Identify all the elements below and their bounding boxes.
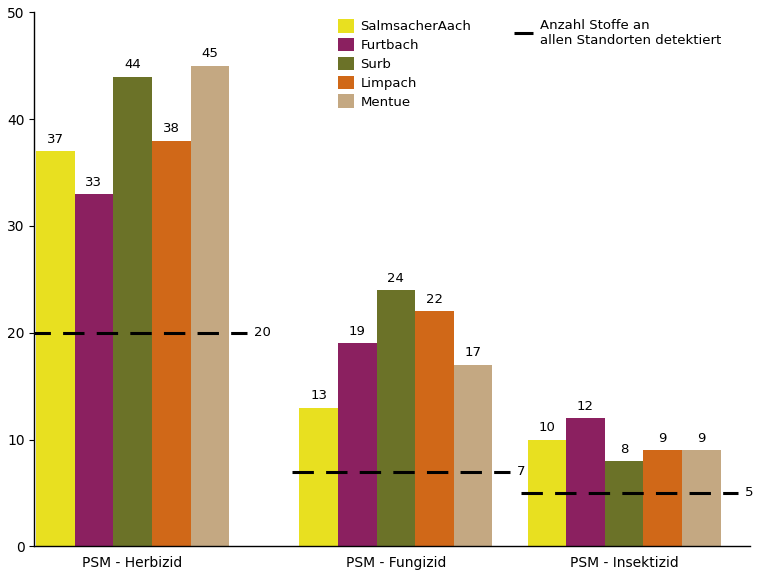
Bar: [299, 407, 338, 546]
Text: 33: 33: [85, 175, 102, 189]
Bar: [113, 77, 152, 546]
Text: 8: 8: [620, 443, 628, 456]
Text: 37: 37: [47, 133, 64, 146]
Bar: [152, 141, 191, 546]
Text: 5: 5: [745, 486, 754, 500]
Bar: [75, 194, 113, 546]
Text: 20: 20: [254, 326, 271, 339]
Bar: [528, 440, 566, 546]
Text: 19: 19: [349, 325, 366, 338]
Bar: [604, 461, 644, 546]
Bar: [36, 151, 75, 546]
Text: 9: 9: [658, 432, 667, 445]
Legend: Anzahl Stoffe an
allen Standorten detektiert: Anzahl Stoffe an allen Standorten detekt…: [514, 19, 721, 47]
Bar: [644, 450, 682, 546]
Bar: [454, 365, 492, 546]
Bar: [191, 66, 229, 546]
Text: 38: 38: [163, 122, 180, 135]
Text: 17: 17: [464, 346, 481, 359]
Text: 13: 13: [310, 389, 327, 402]
Text: 44: 44: [125, 58, 141, 71]
Bar: [377, 290, 415, 546]
Text: 10: 10: [538, 421, 555, 434]
Text: 22: 22: [426, 293, 443, 306]
Bar: [682, 450, 721, 546]
Bar: [566, 418, 604, 546]
Text: 24: 24: [388, 272, 404, 284]
Text: 7: 7: [517, 465, 525, 478]
Text: 12: 12: [577, 400, 594, 413]
Text: 9: 9: [697, 432, 705, 445]
Text: 45: 45: [201, 47, 218, 61]
Bar: [338, 343, 377, 546]
Bar: [415, 312, 454, 546]
